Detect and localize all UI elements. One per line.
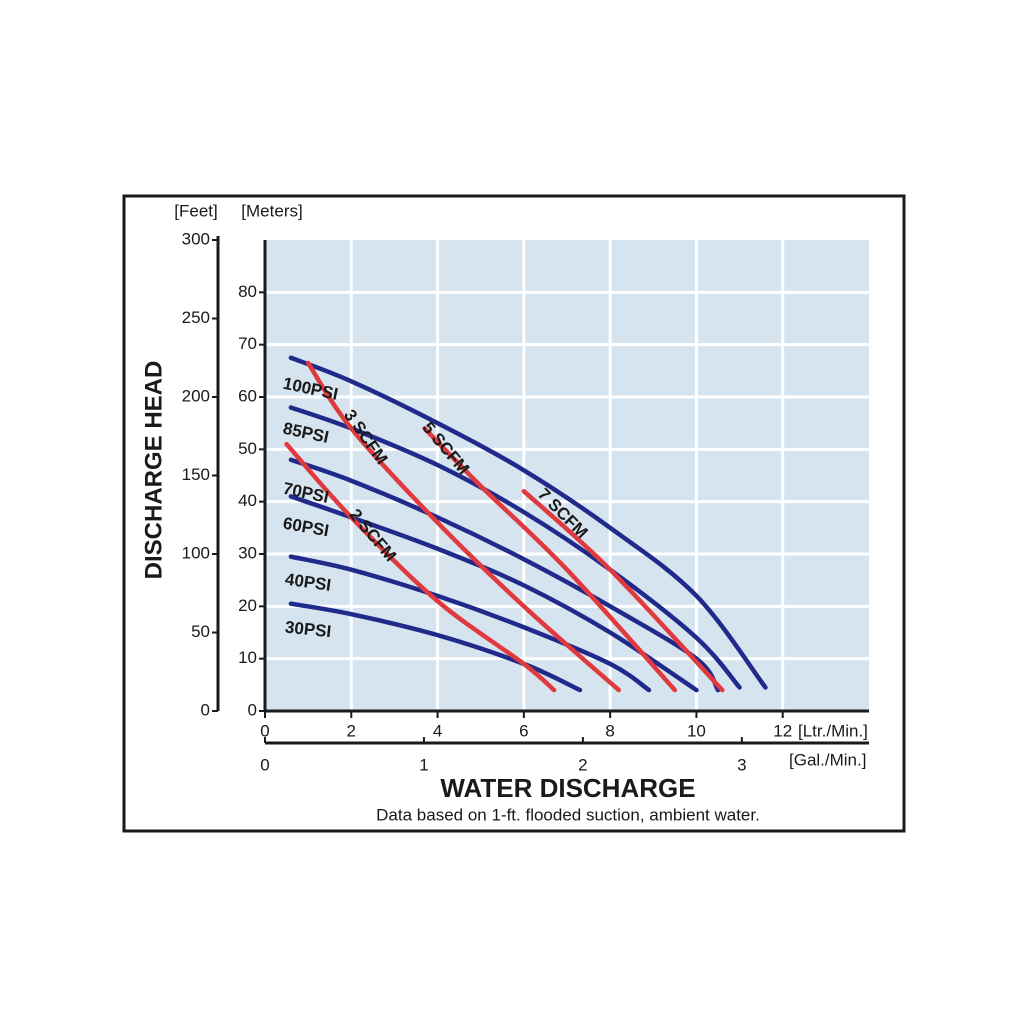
- x2-tick-label: 3: [737, 755, 746, 774]
- y2-tick-label: 100: [182, 543, 210, 562]
- y-tick-label: 80: [238, 282, 257, 301]
- x2-unit: [Gal./Min.]: [789, 750, 866, 769]
- y-tick-label: 60: [238, 386, 257, 405]
- x-tick-label: 12: [773, 721, 792, 740]
- x2-tick-label: 1: [419, 755, 428, 774]
- plot-background: [265, 240, 869, 711]
- y-unit: [Meters]: [241, 201, 302, 220]
- curve: [305, 360, 622, 693]
- x-axis-title: WATER DISCHARGE: [440, 773, 695, 803]
- curve: [422, 426, 678, 693]
- curve: [288, 554, 652, 693]
- y-tick-label: 20: [238, 596, 257, 615]
- x-tick-label: 8: [605, 721, 614, 740]
- curve: [288, 405, 742, 690]
- x-tick-label: 6: [519, 721, 528, 740]
- x-tick-label: 4: [433, 721, 442, 740]
- x-unit: [Ltr./Min.]: [798, 721, 868, 740]
- curve: [288, 355, 768, 690]
- y2-tick-label: 250: [182, 308, 210, 327]
- y-axis-title: DISCHARGE HEAD: [140, 361, 167, 580]
- x-tick-label: 10: [687, 721, 706, 740]
- y2-unit: [Feet]: [174, 201, 217, 220]
- y-tick-label: 10: [238, 648, 257, 667]
- y2-tick-label: 150: [182, 465, 210, 484]
- note: Data based on 1-ft. flooded suction, amb…: [376, 805, 760, 824]
- y2-tick-label: 50: [191, 622, 210, 641]
- curve: [288, 601, 583, 693]
- y2-tick-label: 0: [201, 700, 210, 719]
- y-tick-label: 30: [238, 543, 257, 562]
- y-tick-label: 50: [238, 439, 257, 458]
- x2-tick-label: 0: [260, 755, 269, 774]
- curve: [284, 441, 557, 693]
- y2-tick-label: 200: [182, 386, 210, 405]
- x2-tick-label: 2: [578, 755, 587, 774]
- y-tick-label: 40: [238, 491, 257, 510]
- y-tick-label: 70: [238, 334, 257, 353]
- y2-tick-label: 300: [182, 229, 210, 248]
- curve-label: 30PSI: [284, 618, 332, 642]
- y-tick-label: 0: [248, 700, 257, 719]
- x-tick-label: 2: [347, 721, 356, 740]
- x-tick-label: 0: [260, 721, 269, 740]
- curve: [521, 488, 725, 693]
